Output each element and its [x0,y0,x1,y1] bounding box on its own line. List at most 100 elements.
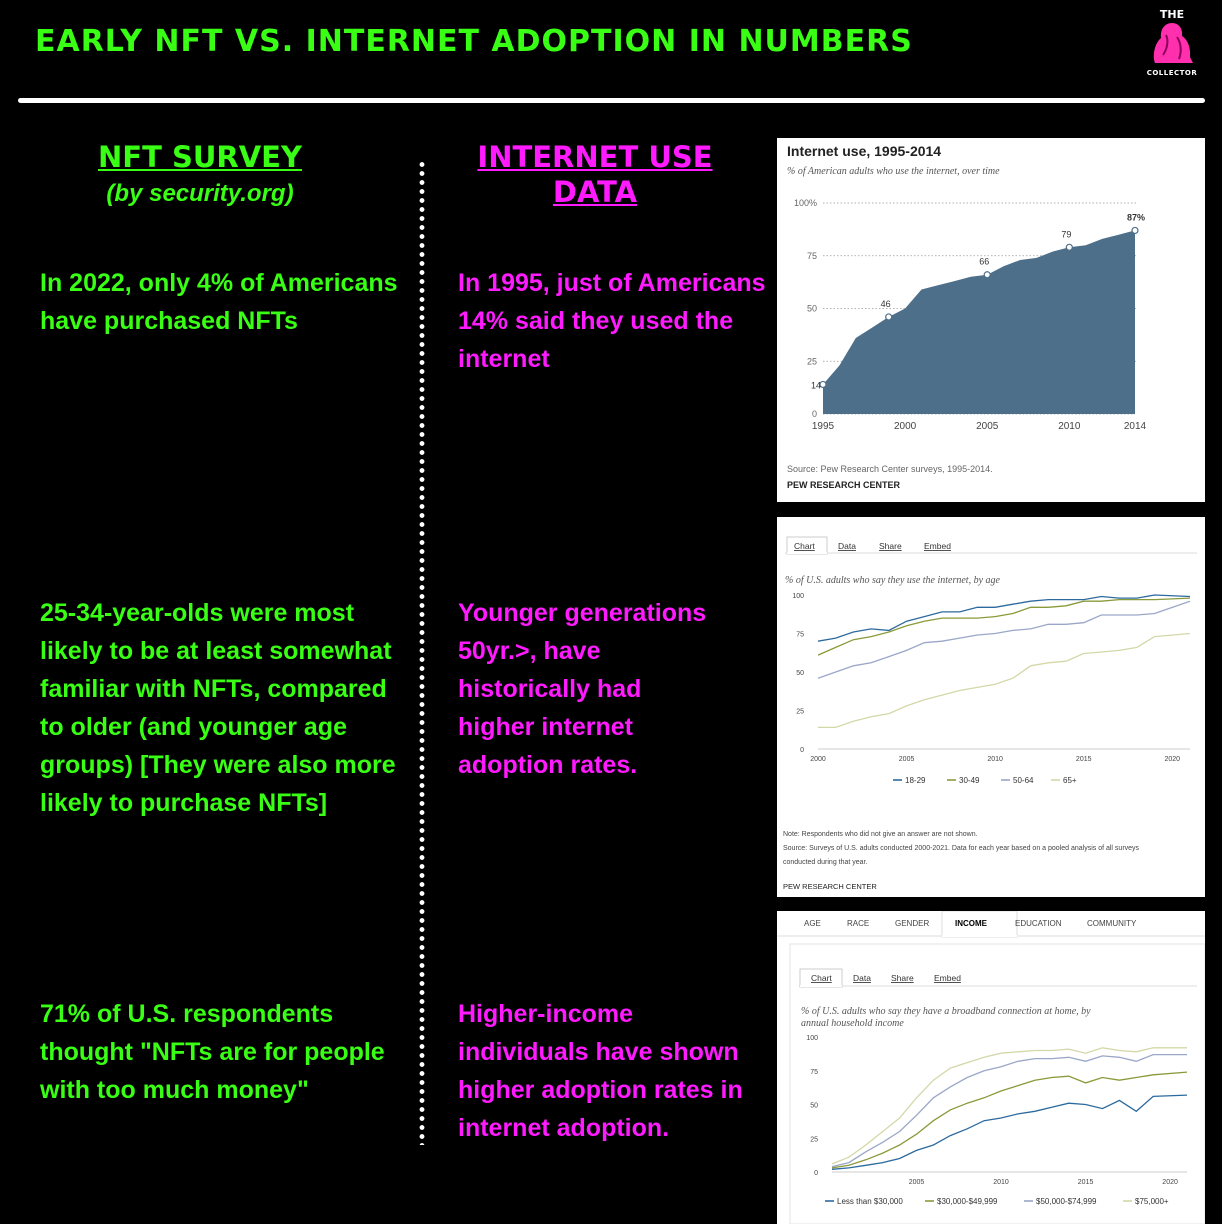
page-headline: EARLY NFT VS. INTERNET ADOPTION IN NUMBE… [35,24,913,59]
chart2-legend-label: 30-49 [959,776,980,785]
chart2-x-tick-label: 2020 [1164,756,1180,763]
chart3-y-tick-label: 0 [814,1170,818,1177]
chart3-y-tick-label: 75 [810,1069,818,1076]
chart3-x-tick-label: 2020 [1162,1179,1178,1186]
chart3-legend-label: $75,000+ [1135,1197,1169,1206]
chart1-data-label: 87% [1127,212,1145,222]
chart3-top-tab-gender[interactable]: GENDER [895,919,929,928]
chart3-series-line-1 [831,1071,1188,1169]
chart3-legend-label: Less than $30,000 [837,1197,903,1206]
chart3-legend-label: $50,000-$74,999 [1036,1197,1097,1206]
chart2-y-tick-label: 50 [796,670,804,677]
chart1-x-tick-label: 1995 [812,421,835,432]
internet-use-area-chart-panel: Internet use, 1995-2014 % of American ad… [777,138,1205,502]
chart3-tab-data[interactable]: Data [853,973,871,983]
chart2-credit: PEW RESEARCH CENTER [783,882,877,891]
internet-use-area-chart: Internet use, 1995-2014 % of American ad… [787,143,1147,490]
chart2-tab-share[interactable]: Share [879,541,902,551]
chart3-top-tab-income[interactable]: INCOME [955,919,988,928]
nft-survey-subheading: (by security.org) [106,180,294,207]
chart2-subtitle: % of U.S. adults who say they use the in… [785,575,1001,586]
chart3-x-tick-label: 2010 [993,1179,1009,1186]
chart1-data-point [819,380,827,389]
chart3-x-tick-label: 2015 [1078,1179,1094,1186]
chart1-y-tick-label: 25 [807,356,817,366]
chart2-source: Source: Surveys of U.S. adults conducted… [783,845,1141,866]
internet-use-by-age-chart: % of U.S. adults who say they use the in… [783,536,1197,891]
chart3-series-line-3 [831,1047,1187,1165]
chart1-data-label: 79 [1061,229,1071,239]
chart3-subtitle-line-2: annual household income [801,1018,904,1029]
chart1-x-tick-label: 2010 [1058,421,1081,432]
internet-fact-1: In 1995, just of Americans 14% said they… [458,269,766,373]
chart1-y-tick-label: 75 [807,251,817,261]
chart2-series-line-3 [818,632,1191,729]
chart3-top-tab-community[interactable]: COMMUNITY [1087,919,1137,928]
chart2-y-tick-label: 25 [796,709,804,716]
chart2-source-line-2: conducted during that year. [783,859,868,866]
internet-use-by-age-panel: % of U.S. adults who say they use the in… [777,517,1205,897]
chart2-tab-embed[interactable]: Embed [924,541,951,551]
chart1-y-tick-label: 0 [812,409,817,419]
chart1-x-tick-label: 2005 [976,421,999,432]
chart3-y-tick-label: 100 [806,1035,818,1042]
chart1-x-tick-label: 2014 [1124,421,1147,432]
chart2-y-tick-label: 100 [792,593,804,600]
chart2-legend-label: 65+ [1063,776,1077,785]
chart1-data-point [1065,243,1073,251]
chart1-x-tick-label: 2000 [894,421,917,432]
chart2-series-line-0 [817,594,1191,642]
chart1-area [823,230,1135,414]
chart3-tab-chart[interactable]: Chart [811,973,832,983]
chart3-subtitle: % of U.S. adults who say they have a bro… [801,1006,1093,1029]
chart1-y-tick-label: 100% [794,198,817,208]
chart2-x-tick-label: 2015 [1076,756,1092,763]
chart3-series-line-2 [831,1053,1187,1168]
chart2-x-tick-label: 2010 [987,756,1003,763]
chart1-data-label: 14 [811,380,821,390]
chart2-legend-label: 18-29 [905,776,926,785]
chart3-tab-share[interactable]: Share [891,973,914,983]
chart1-data-point [1131,226,1139,235]
chart1-credit: PEW RESEARCH CENTER [787,480,901,490]
chart2-y-tick-label: 75 [796,632,804,639]
broadband-by-income-chart: % of U.S. adults who say they have a bro… [777,911,1205,1224]
internet-fact-2: Younger generations 50yr.>, have histori… [458,599,707,779]
column-divider [419,160,425,1145]
logo: THE COLLECTOR [1140,8,1204,84]
chart1-title: Internet use, 1995-2014 [787,143,941,159]
nft-fact-1: In 2022, only 4% of Americans have purch… [40,269,398,335]
internet-use-heading: INTERNET USE DATA [477,140,713,209]
nft-fact-3: 71% of U.S. respondents thought "NFTs ar… [40,1000,385,1104]
chart3-inner-frame [789,943,1205,1224]
chart3-y-tick-label: 25 [810,1136,818,1143]
chart1-data-point [885,313,893,321]
chart1-source: Source: Pew Research Center surveys, 199… [787,464,993,474]
chart2-source-line-1: Source: Surveys of U.S. adults conducted… [783,845,1140,852]
chart2-y-tick-label: 0 [800,747,804,754]
chart1-subtitle: % of American adults who use the interne… [787,166,1000,177]
chart2-x-tick-label: 2000 [810,756,826,763]
internet-fact-3: Higher-income individuals have shown hig… [458,1000,743,1142]
chart2-legend-label: 50-64 [1013,776,1034,785]
chart3-legend-label: $30,000-$49,999 [937,1197,998,1206]
chart3-subtitle-line-1: % of U.S. adults who say they have a bro… [801,1006,1091,1017]
nft-survey-heading: NFT SURVEY [98,140,302,174]
chart2-tab-chart[interactable]: Chart [794,541,815,551]
chart3-top-tab-age[interactable]: AGE [804,919,821,928]
chart3-series-line-0 [831,1094,1188,1170]
chart3-active-tab-outline [941,911,1018,938]
nft-fact-2: 25-34-year-olds were most likely to be a… [40,599,396,817]
chart1-data-point [983,271,991,279]
chart2-x-tick-label: 2005 [899,756,915,763]
chart2-series-line-2 [817,600,1191,679]
chart3-top-tab-race[interactable]: RACE [847,919,869,928]
chart2-series-line-1 [817,597,1191,656]
chart3-top-tab-education[interactable]: EDUCATION [1015,919,1062,928]
header-divider [18,98,1205,103]
logo-figure-icon [1153,23,1193,63]
chart3-tab-embed[interactable]: Embed [934,973,961,983]
chart1-y-tick-label: 50 [807,304,817,314]
logo-bottom-text: COLLECTOR [1146,69,1198,77]
chart2-tab-data[interactable]: Data [838,541,856,551]
